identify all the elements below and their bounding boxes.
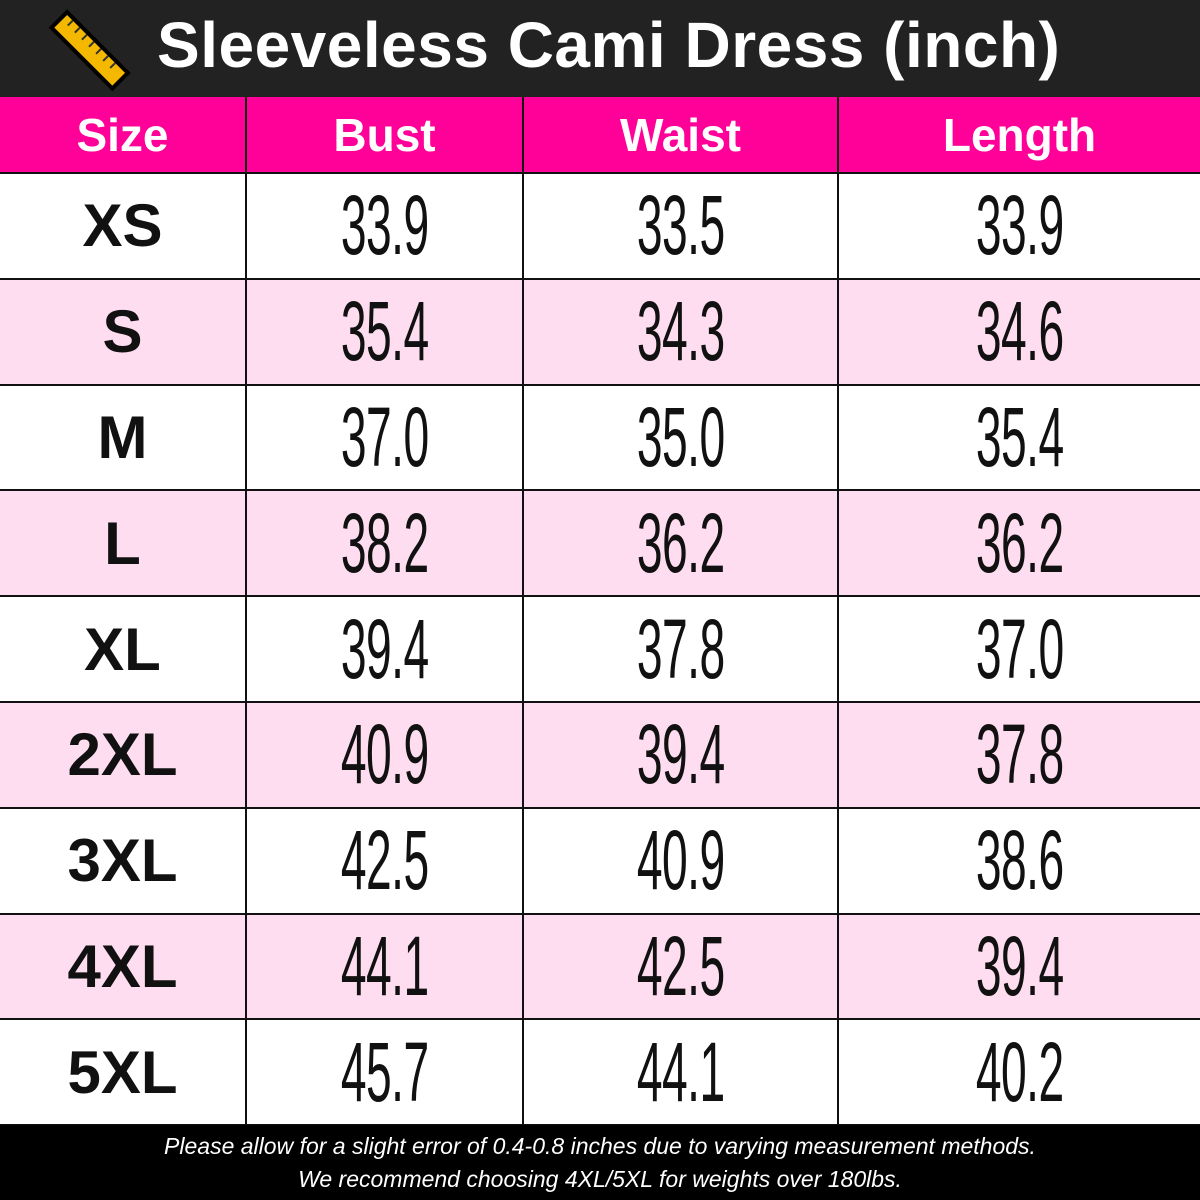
measurement-value: 33.9: [340, 178, 429, 273]
measurement-value: 37.0: [975, 601, 1064, 696]
measurement-value: 35.0: [636, 389, 725, 484]
measurement-cell: 33.9: [246, 173, 524, 280]
size-cell: XL: [0, 596, 247, 703]
measurement-cell: 39.4: [246, 596, 524, 703]
measurement-cell: 38.2: [246, 490, 524, 598]
size-cell: S: [0, 278, 247, 386]
ruler-icon: [48, 9, 131, 92]
footer-note: Please allow for a slight error of 0.4-0…: [0, 1125, 1200, 1200]
table-row: 5XL 45.7 44.1 40.2: [0, 1019, 1200, 1127]
column-header: Size: [0, 97, 247, 174]
measurement-cell: 40.2: [838, 1019, 1200, 1127]
measurement-value: 45.7: [340, 1024, 429, 1119]
table-row: 3XL 42.5 40.9 38.6: [0, 807, 1200, 915]
measurement-cell: 44.1: [246, 913, 524, 1021]
measurement-cell: 40.9: [246, 701, 524, 809]
measurement-value: 44.1: [340, 918, 429, 1013]
measurement-cell: 37.0: [246, 384, 524, 492]
table-row: S 35.4 34.3 34.6: [0, 278, 1200, 386]
column-header: Length: [838, 97, 1200, 174]
table-row: 4XL 44.1 42.5 39.4: [0, 913, 1200, 1021]
measurement-value: 39.4: [340, 601, 429, 696]
measurement-cell: 42.5: [523, 913, 839, 1021]
measurement-cell: 45.7: [246, 1019, 524, 1127]
size-table: Size Bust Waist Length XS 33.9 33.5 33.9 S 35.4 3…: [0, 97, 1200, 1127]
measurement-cell: 35.4: [246, 278, 524, 386]
size-cell: L: [0, 490, 247, 598]
measurement-cell: 37.8: [523, 596, 839, 703]
measurement-value: 40.2: [975, 1024, 1064, 1119]
footer-line: We recommend choosing 4XL/5XL for weight…: [298, 1166, 902, 1192]
size-cell: 2XL: [0, 701, 247, 809]
measurement-cell: 35.4: [838, 384, 1200, 492]
measurement-value: 37.8: [636, 601, 725, 696]
measurement-cell: 39.4: [523, 701, 839, 809]
table-row: 2XL 40.9 39.4 37.8: [0, 701, 1200, 809]
measurement-cell: 33.9: [838, 173, 1200, 280]
measurement-value: 34.3: [636, 284, 725, 379]
size-cell: XS: [0, 173, 247, 280]
measurement-cell: 37.0: [838, 596, 1200, 703]
measurement-value: 38.6: [975, 813, 1064, 908]
size-cell: 5XL: [0, 1019, 247, 1127]
measurement-value: 39.4: [636, 707, 725, 802]
measurement-cell: 36.2: [838, 490, 1200, 598]
title-bar: Sleeveless Cami Dress (inch): [0, 0, 1200, 97]
measurement-cell: 39.4: [838, 913, 1200, 1021]
measurement-value: 44.1: [636, 1024, 725, 1119]
size-cell: 4XL: [0, 913, 247, 1021]
table-row: XS 33.9 33.5 33.9: [0, 173, 1200, 280]
measurement-value: 36.2: [975, 495, 1064, 590]
measurement-value: 40.9: [636, 813, 725, 908]
measurement-value: 37.8: [975, 707, 1064, 802]
table-row: XL 39.4 37.8 37.0: [0, 596, 1200, 703]
measurement-cell: 40.9: [523, 807, 839, 915]
measurement-cell: 35.0: [523, 384, 839, 492]
measurement-value: 40.9: [340, 707, 429, 802]
measurement-value: 42.5: [636, 918, 725, 1013]
measurement-cell: 36.2: [523, 490, 839, 598]
measurement-cell: 33.5: [523, 173, 839, 280]
measurement-value: 36.2: [636, 495, 725, 590]
footer-line: Please allow for a slight error of 0.4-0…: [164, 1133, 1036, 1159]
measurement-value: 42.5: [340, 813, 429, 908]
size-cell: M: [0, 384, 247, 492]
table-row: M 37.0 35.0 35.4: [0, 384, 1200, 492]
measurement-value: 35.4: [975, 389, 1064, 484]
measurement-value: 34.6: [975, 284, 1064, 379]
measurement-cell: 38.6: [838, 807, 1200, 915]
header-row: Size Bust Waist Length: [0, 97, 1200, 174]
measurement-value: 39.4: [975, 918, 1064, 1013]
measurement-value: 33.5: [636, 178, 725, 273]
table-row: L 38.2 36.2 36.2: [0, 490, 1200, 598]
measurement-value: 33.9: [975, 178, 1064, 273]
measurement-value: 38.2: [340, 495, 429, 590]
measurement-cell: 37.8: [838, 701, 1200, 809]
column-header: Bust: [246, 97, 524, 174]
measurement-value: 37.0: [340, 389, 429, 484]
chart-title: Sleeveless Cami Dress (inch): [157, 9, 1061, 81]
column-header: Waist: [523, 97, 839, 174]
measurement-cell: 34.3: [523, 278, 839, 386]
measurement-cell: 34.6: [838, 278, 1200, 386]
measurement-cell: 44.1: [523, 1019, 839, 1127]
measurement-value: 35.4: [340, 284, 429, 379]
measurement-cell: 42.5: [246, 807, 524, 915]
size-cell: 3XL: [0, 807, 247, 915]
